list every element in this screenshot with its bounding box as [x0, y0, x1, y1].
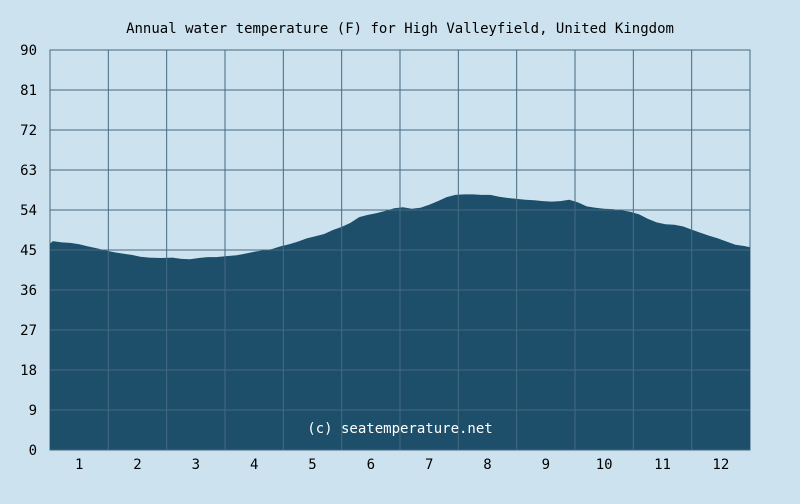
- x-tick-label: 5: [308, 457, 316, 473]
- y-tick-label: 54: [20, 203, 37, 219]
- x-axis-tick-labels: 1 2 3 4 5 6 7 8 9 10 11 12: [75, 457, 729, 473]
- x-tick-label: 1: [75, 457, 83, 473]
- x-tick-label: 6: [367, 457, 375, 473]
- y-tick-label: 90: [20, 43, 37, 59]
- y-tick-label: 36: [20, 283, 37, 299]
- horizontal-gridlines: [50, 49, 750, 451]
- y-tick-label: 63: [20, 163, 37, 179]
- x-tick-label: 10: [596, 457, 613, 473]
- x-tick-label: 3: [192, 457, 200, 473]
- y-tick-label: 18: [20, 363, 37, 379]
- y-tick-label: 72: [20, 123, 37, 139]
- x-tick-label: 11: [654, 457, 671, 473]
- y-tick-label: 27: [20, 323, 37, 339]
- y-axis-tick-labels: 0 9 18 27 36 45 54 63 72 81 90: [20, 43, 37, 459]
- x-tick-label: 4: [250, 457, 258, 473]
- copyright-watermark: (c) seatemperature.net: [307, 421, 492, 437]
- x-tick-label: 2: [133, 457, 141, 473]
- y-tick-label: 45: [20, 243, 37, 259]
- y-tick-label: 81: [20, 83, 37, 99]
- chart-title: Annual water temperature (F) for High Va…: [126, 21, 674, 37]
- x-tick-label: 7: [425, 457, 433, 473]
- x-tick-label: 12: [712, 457, 729, 473]
- y-tick-label: 9: [29, 403, 37, 419]
- y-tick-label: 0: [29, 443, 37, 459]
- x-tick-label: 8: [483, 457, 491, 473]
- x-tick-label: 9: [542, 457, 550, 473]
